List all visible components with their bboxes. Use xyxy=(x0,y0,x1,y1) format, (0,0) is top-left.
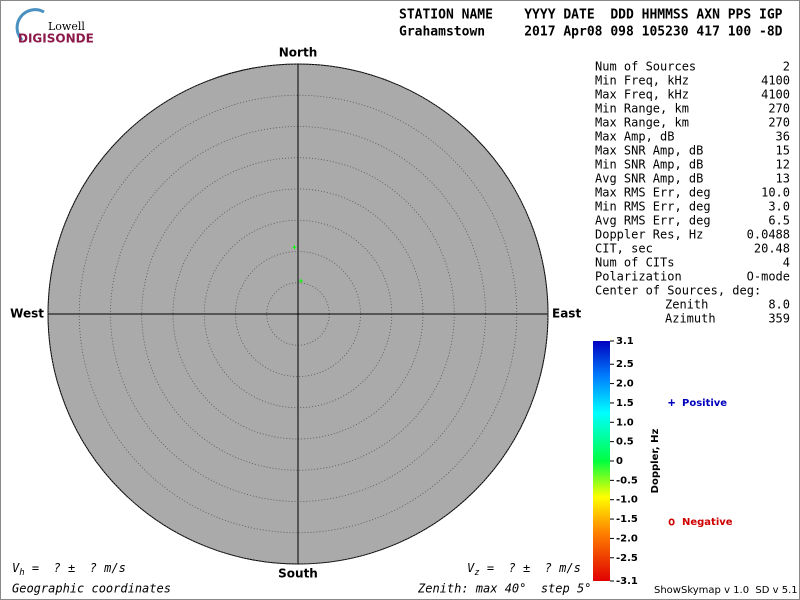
colorbar-tick-label: -1.5 xyxy=(616,514,638,525)
colorbar-tick-label: 0.5 xyxy=(616,437,634,448)
logo-line1: Lowell xyxy=(48,20,85,33)
dir-west: West xyxy=(10,307,44,321)
center-value: 8.0 xyxy=(768,298,790,312)
header-values: Grahamstown 2017 Apr08 098 105230 417 10… xyxy=(399,25,783,40)
stat-value: 3.0 xyxy=(768,200,790,214)
stat-label: Num of Sources xyxy=(595,60,696,74)
source-point xyxy=(298,279,303,284)
stat-label: Doppler Res, Hz xyxy=(595,228,703,242)
stat-value: 20.48 xyxy=(754,242,790,256)
stat-value: 2 xyxy=(783,60,790,74)
header-labels: STATION NAME YYYY DATE DDD HHMMSS AXN PP… xyxy=(399,8,783,23)
stat-label: Min RMS Err, deg xyxy=(595,200,711,214)
stat-label: Min Freq, kHz xyxy=(595,74,689,88)
colorbar-label: Doppler, Hz xyxy=(650,429,661,494)
stat-label: Avg SNR Amp, dB xyxy=(595,172,703,186)
colorbar-tick-label: -1.0 xyxy=(616,495,638,506)
stat-value: 12 xyxy=(776,158,790,172)
stat-value: 270 xyxy=(768,102,790,116)
center-label: Zenith xyxy=(665,298,708,312)
colorbar-tick-label: 3.1 xyxy=(616,336,634,347)
colorbar-tick-label: 0 xyxy=(616,456,623,467)
stat-label: Max Amp, dB xyxy=(595,130,674,144)
legend-negative: Negative xyxy=(682,517,733,528)
stat-value: 13 xyxy=(776,172,790,186)
colorbar-tick-label: -3.1 xyxy=(616,576,638,587)
stat-value: O-mode xyxy=(747,270,790,284)
coords-note: Geographic coordinates xyxy=(12,582,171,596)
colorbar-tick-label: -2.0 xyxy=(616,533,638,544)
stat-label: Num of CITs xyxy=(595,256,674,270)
vz-label: Vz = ? ± ? m/s xyxy=(467,561,581,578)
colorbar-tick-label: 1.5 xyxy=(616,398,634,409)
stat-value: 15 xyxy=(776,144,790,158)
legend-positive-symbol: + xyxy=(668,396,675,410)
stat-value: 0.0488 xyxy=(747,228,790,242)
stat-label: Polarization xyxy=(595,270,682,284)
colorbar xyxy=(593,341,610,581)
stat-label: Min SNR Amp, dB xyxy=(595,158,703,172)
logo-line2: DIGISONDE xyxy=(18,32,94,46)
colorbar-tick-label: -0.5 xyxy=(616,475,638,486)
stat-value: 10.0 xyxy=(761,186,790,200)
logo-arc xyxy=(15,8,45,42)
stat-value: 4 xyxy=(783,256,790,270)
stat-label: Min Range, km xyxy=(595,102,689,116)
colorbar-tick-label: -2.5 xyxy=(616,553,638,564)
stat-label: Max Freq, kHz xyxy=(595,88,689,102)
dir-south: South xyxy=(278,567,318,581)
stat-value: 4100 xyxy=(761,88,790,102)
stat-value: 270 xyxy=(768,116,790,130)
source-point xyxy=(292,245,297,250)
stat-label: CIT, sec xyxy=(595,242,653,256)
center-label: Azimuth xyxy=(665,312,716,326)
stat-label: Avg RMS Err, deg xyxy=(595,214,711,228)
stat-value: 36 xyxy=(776,130,790,144)
center-value: 359 xyxy=(768,312,790,326)
colorbar-tick-label: 2.0 xyxy=(616,379,634,390)
stat-label: Max Range, km xyxy=(595,116,689,130)
dir-east: East xyxy=(552,307,581,321)
stat-label: Max RMS Err, deg xyxy=(595,186,711,200)
version: ShowSkymap v 1.0 SD v 5.1 xyxy=(654,585,798,596)
legend-negative-symbol: o xyxy=(668,515,675,529)
vh-label: Vh = ? ± ? m/s xyxy=(12,561,126,578)
zenith-note: Zenith: max 40° step 5° xyxy=(417,582,591,596)
dir-north: North xyxy=(279,46,317,60)
colorbar-tick-label: 2.5 xyxy=(616,359,634,370)
stat-value: 6.5 xyxy=(768,214,790,228)
stat-label: Max SNR Amp, dB xyxy=(595,144,703,158)
stat-value: 4100 xyxy=(761,74,790,88)
legend-positive: Positive xyxy=(682,398,727,409)
center-title: Center of Sources, deg: xyxy=(595,284,761,298)
colorbar-tick-label: 1.0 xyxy=(616,417,634,428)
